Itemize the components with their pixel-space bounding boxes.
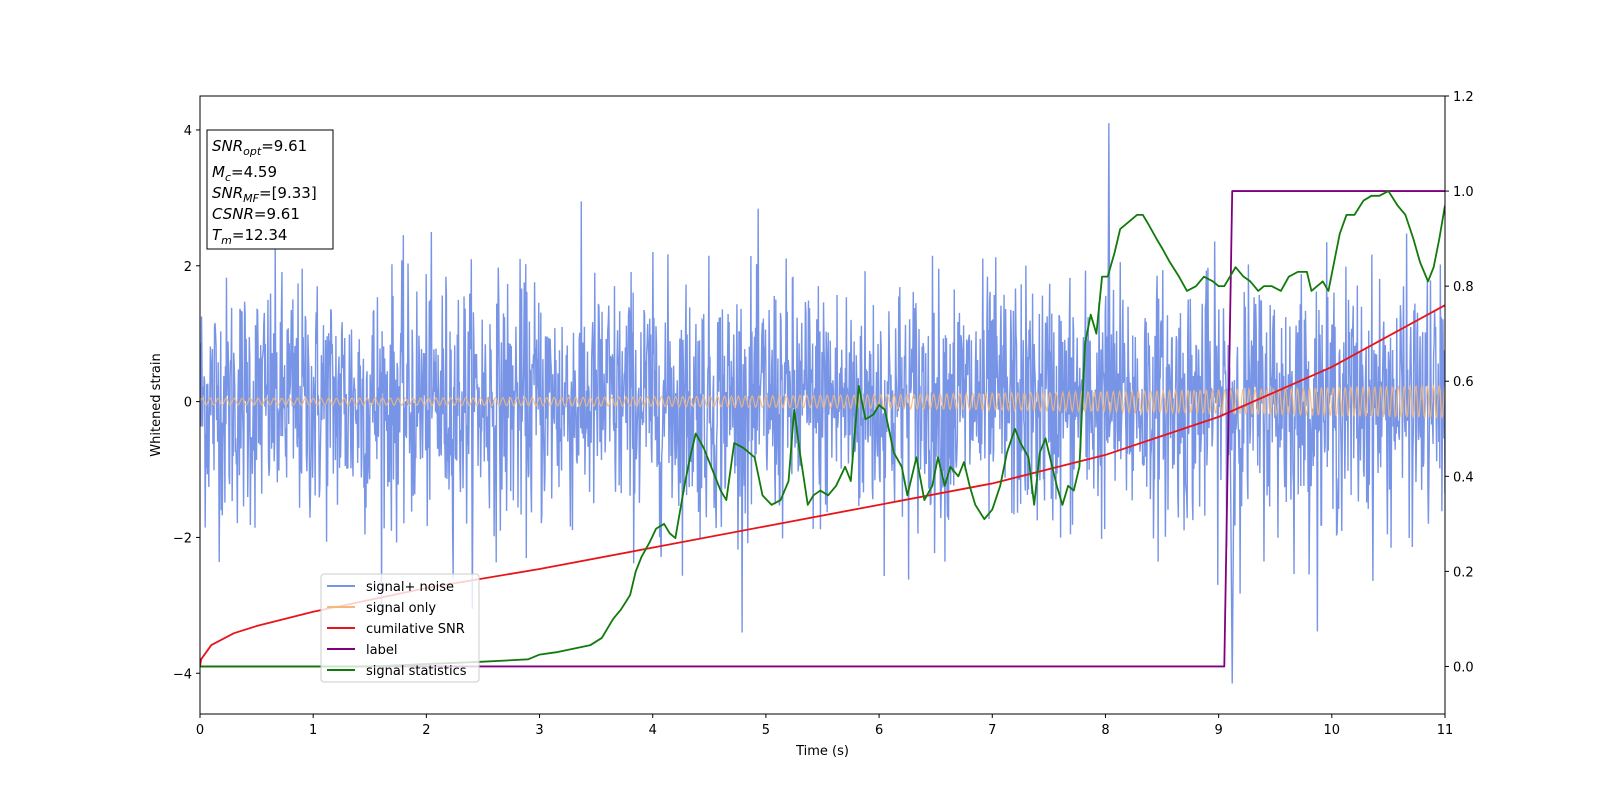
signal-plus-noise-line (200, 123, 1445, 684)
signal-only-line (200, 384, 1445, 419)
y-right-tick-label: 0.6 (1453, 375, 1474, 390)
plot-frame (199, 95, 1446, 715)
cumilative-snr-line (200, 304, 1445, 667)
series-cumilative-snr (200, 304, 1445, 667)
stat-csnr: CSNR=9.61 (212, 205, 300, 223)
y-right-tick-label: 1.2 (1453, 90, 1474, 105)
series-signal-plus-noise (200, 123, 1445, 684)
y-left-tick-label: 2 (184, 260, 192, 275)
x-tick-label: 6 (875, 723, 883, 738)
x-tick-label: 9 (1214, 723, 1222, 738)
series-label (200, 190, 1445, 668)
legend-label: cumilative SNR (366, 622, 465, 637)
y-right-tick-label: 0.2 (1453, 565, 1474, 580)
x-tick-label: 10 (1324, 723, 1341, 738)
label-line (200, 190, 1445, 668)
stats-box-frame (206, 129, 334, 250)
stat-tm: Tm=12.34 (212, 226, 287, 247)
legend-label: label (366, 643, 397, 658)
x-tick-label: 3 (535, 723, 543, 738)
legend-frame (320, 573, 480, 683)
y-right-tick-label: 0.4 (1453, 470, 1474, 485)
stat-snr-opt: SNRopt=9.61 (212, 137, 307, 158)
y-left-tick-label: −2 (173, 531, 192, 546)
x-tick-label: 2 (422, 723, 430, 738)
stat-mc: Mc=4.59 (212, 163, 277, 184)
y-left-tick-label: 4 (184, 124, 192, 139)
x-tick-label: 7 (988, 723, 996, 738)
legend-label: signal+ noise (366, 580, 454, 595)
x-tick-label: 8 (1101, 723, 1109, 738)
x-tick-label: 0 (196, 723, 204, 738)
legend-label: signal statistics (366, 664, 467, 679)
y-right-tick-label: 1.0 (1453, 185, 1474, 200)
y-left-tick-label: −4 (173, 667, 192, 682)
x-axis-label: Time (s) (795, 744, 849, 759)
y-axis-label: Whitened strain (149, 353, 164, 456)
signal-statistics-line (200, 190, 1445, 668)
x-tick-label: 4 (649, 723, 657, 738)
x-tick-label: 5 (762, 723, 770, 738)
x-tick-label: 1 (309, 723, 317, 738)
plot-area (200, 123, 1445, 684)
axes: 0 1 2 3 4 5 6 7 8 9 10 11 −4 −2 0 2 4 0.0 0.2 0.4 0.6 0.8 1.0 1… (173, 90, 1474, 738)
y-right-tick-label: 0.8 (1453, 280, 1474, 295)
legend: signal+ noise signal only cumilative SNR la… (320, 573, 480, 683)
legend-label: signal only (366, 601, 436, 616)
stats-box: SNRopt=9.61 Mc=4.59 SNRMF=[9.33] CSNR=9.… (206, 129, 334, 250)
y-left-tick-label: 0 (184, 396, 192, 411)
y-right-tick-label: 0.0 (1453, 660, 1474, 675)
stat-snr-mf: SNRMF=[9.33] (212, 184, 317, 205)
series-signal-only (200, 384, 1445, 419)
series-signal-statistics (200, 190, 1445, 668)
x-tick-label: 11 (1437, 723, 1454, 738)
